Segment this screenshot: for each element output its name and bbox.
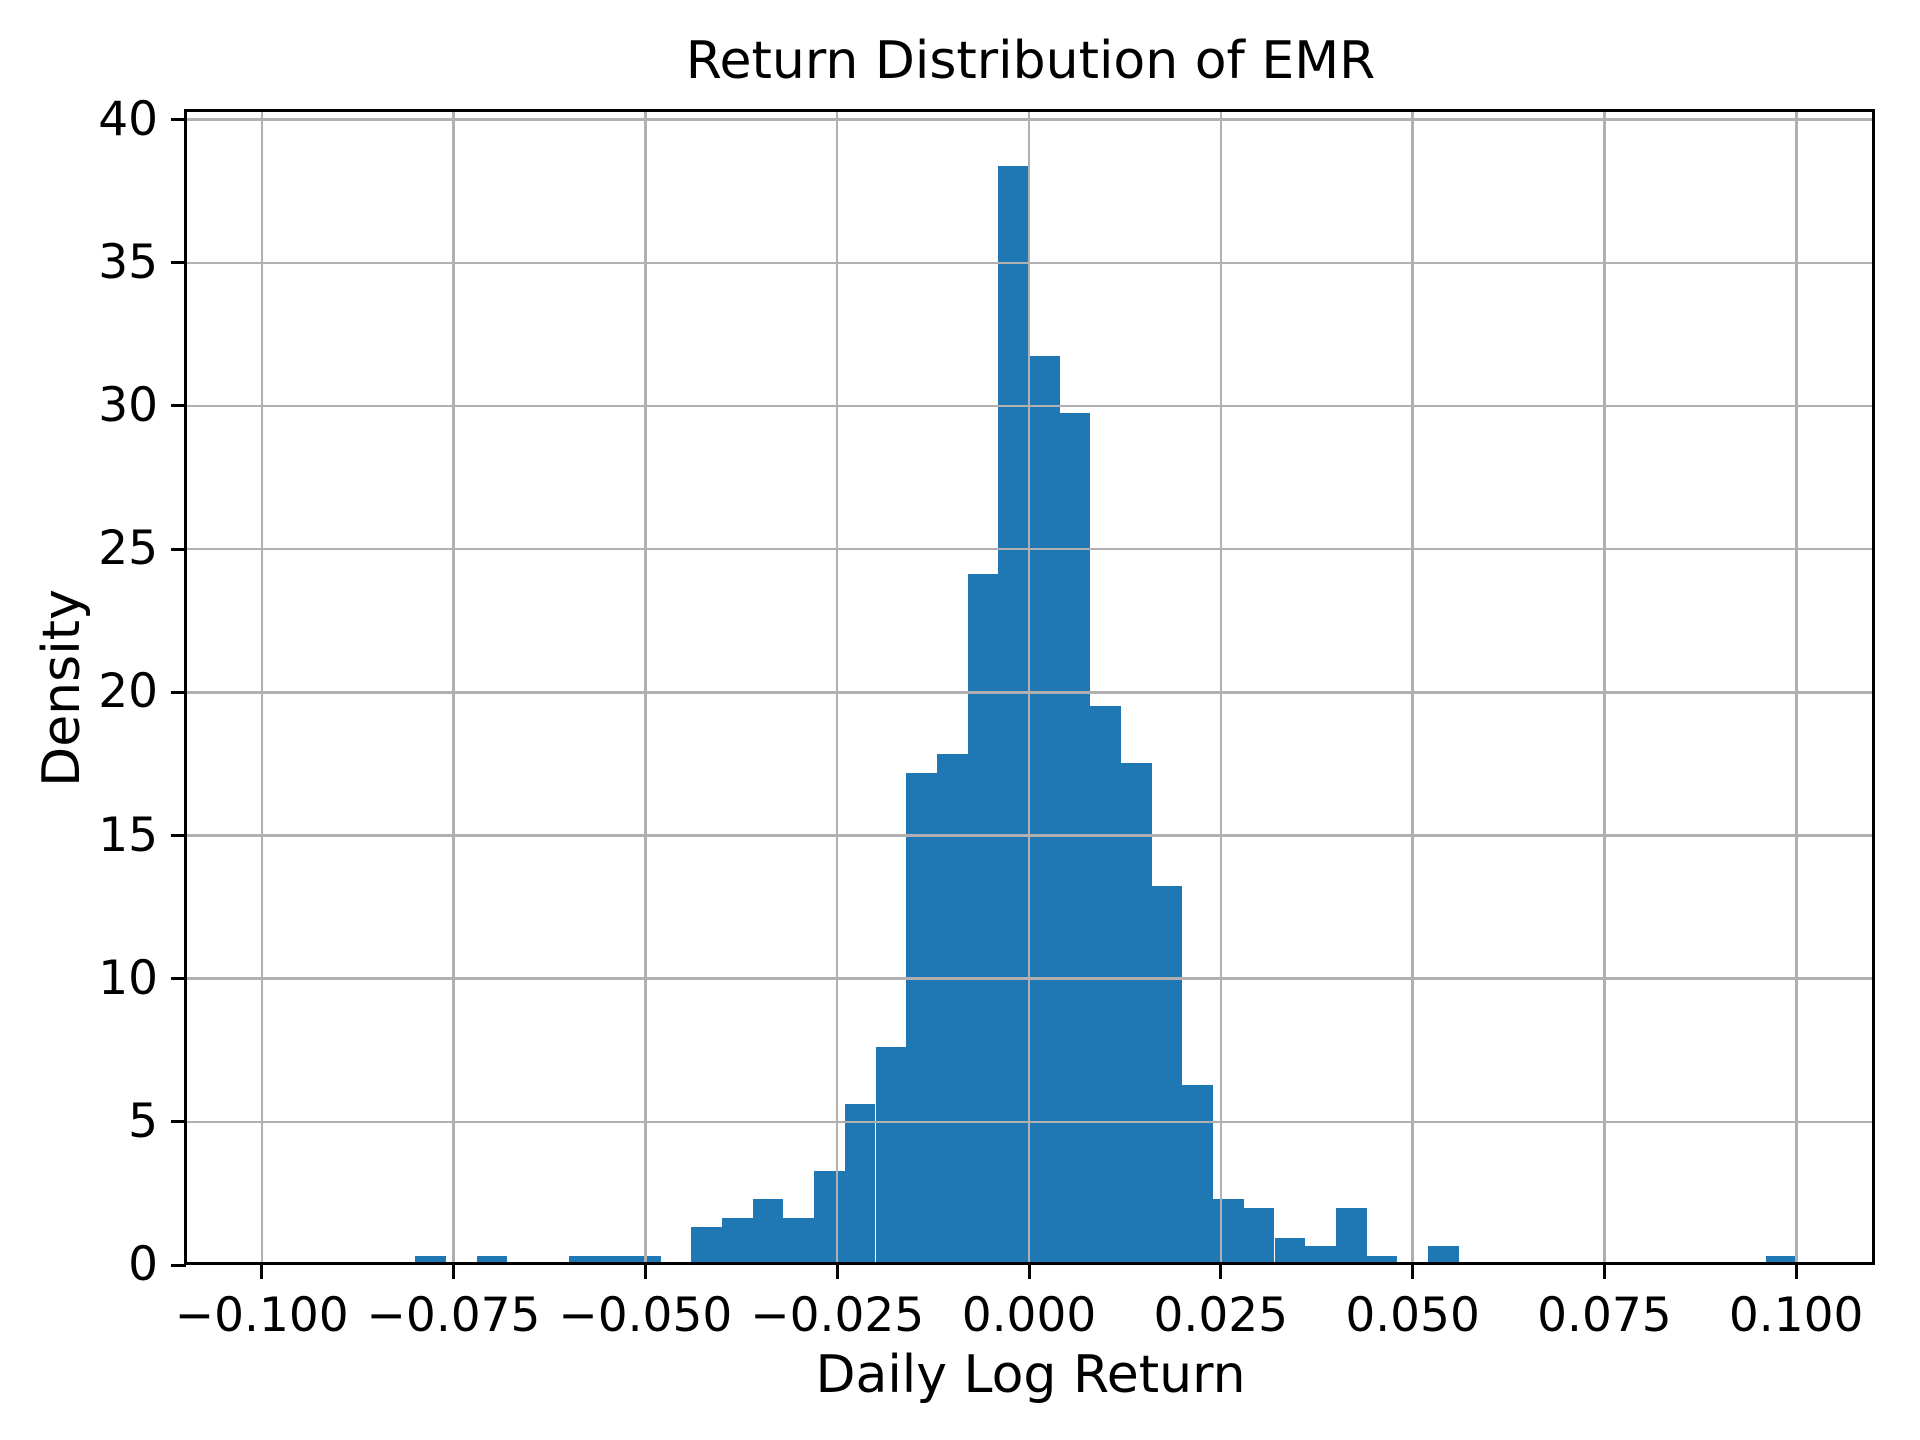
y-gridline — [186, 547, 1875, 551]
histogram-bar — [875, 1047, 907, 1265]
histogram-bar — [1213, 1198, 1244, 1265]
y-gridline — [186, 834, 1875, 837]
histogram-bar — [1427, 1246, 1459, 1265]
histogram-bar — [568, 1255, 600, 1265]
x-tick-label: −0.025 — [750, 1288, 925, 1343]
histogram-bar — [1335, 1208, 1367, 1265]
x-gridline — [1795, 111, 1798, 1265]
x-tick-label: 0.025 — [1153, 1288, 1289, 1343]
x-tick-mark — [1027, 1265, 1031, 1279]
x-tick-mark — [1411, 1265, 1415, 1279]
y-tick-label: 5 — [128, 1093, 158, 1149]
y-gridline — [186, 404, 1875, 408]
x-tick-label: 0.000 — [961, 1288, 1097, 1343]
x-tick-label: 0.075 — [1537, 1288, 1672, 1343]
y-tick-label: 15 — [98, 807, 158, 863]
histogram-bar — [1090, 706, 1121, 1265]
histogram-bar — [906, 772, 937, 1265]
histogram-bar — [967, 573, 999, 1265]
y-gridline — [186, 977, 1875, 980]
histogram-bar — [998, 166, 1029, 1265]
x-gridline — [260, 111, 263, 1265]
x-gridline — [1411, 111, 1414, 1265]
y-gridline — [186, 1120, 1875, 1124]
histogram-bar — [1305, 1246, 1336, 1265]
histogram-bar — [1029, 355, 1060, 1265]
histogram-bar — [844, 1104, 876, 1265]
histogram-bar — [599, 1255, 630, 1265]
y-tick-mark — [171, 118, 186, 122]
x-tick-label: −0.075 — [366, 1288, 541, 1343]
histogram-bar — [415, 1255, 446, 1265]
x-tick-label: 0.050 — [1345, 1288, 1480, 1343]
y-tick-label: 25 — [98, 521, 158, 577]
y-tick-mark — [171, 1120, 186, 1124]
y-gridline — [186, 118, 1875, 121]
y-tick-mark — [171, 547, 186, 551]
x-gridline — [1219, 111, 1222, 1265]
histogram-bar — [814, 1170, 845, 1265]
y-tick-mark — [171, 404, 186, 408]
y-tick-label: 35 — [98, 234, 158, 290]
histogram-bar — [783, 1217, 815, 1265]
histogram-bar — [1121, 763, 1152, 1265]
x-gridline — [452, 111, 455, 1265]
y-tick-label: 20 — [98, 664, 158, 720]
x-gridline — [1603, 111, 1606, 1265]
y-tick-label: 0 — [128, 1237, 158, 1292]
plot-area — [186, 111, 1875, 1265]
histogram-bar — [1274, 1237, 1306, 1265]
x-tick-mark — [1219, 1265, 1223, 1279]
histogram-bar — [1366, 1255, 1398, 1265]
y-tick-label: 10 — [98, 950, 158, 1006]
histogram-bar — [752, 1198, 784, 1265]
x-tick-mark — [835, 1265, 839, 1279]
histogram-bar — [1243, 1208, 1275, 1265]
histogram-bar — [1059, 412, 1091, 1265]
x-gridline — [835, 111, 839, 1265]
x-tick-label: −0.100 — [174, 1288, 349, 1343]
y-tick-label: 40 — [98, 91, 158, 147]
y-tick-mark — [171, 834, 186, 837]
x-tick-mark — [260, 1265, 264, 1279]
y-tick-label: 30 — [98, 377, 158, 433]
chart-title: Return Distribution of EMR — [685, 31, 1376, 91]
y-tick-mark — [171, 977, 186, 981]
x-tick-label: 0.100 — [1728, 1288, 1864, 1343]
x-axis-label: Daily Log Return — [815, 1345, 1246, 1405]
y-gridline — [186, 691, 1875, 694]
x-tick-mark — [643, 1265, 647, 1279]
x-gridline — [1027, 111, 1031, 1265]
histogram-bar — [476, 1255, 508, 1265]
histogram-bar — [722, 1217, 753, 1265]
x-tick-mark — [1794, 1265, 1798, 1279]
y-gridline — [186, 261, 1875, 264]
histogram-bar — [1765, 1255, 1797, 1265]
x-tick-mark — [452, 1265, 455, 1279]
x-tick-mark — [1602, 1265, 1606, 1279]
histogram-bar — [1182, 1085, 1214, 1265]
x-gridline — [644, 111, 647, 1265]
histogram-bar — [1151, 886, 1183, 1265]
y-tick-mark — [171, 690, 186, 694]
y-tick-mark — [171, 1263, 186, 1267]
y-tick-mark — [171, 261, 186, 265]
histogram-bar — [691, 1227, 723, 1265]
x-tick-label: −0.050 — [558, 1288, 733, 1343]
histogram-bar — [936, 753, 968, 1265]
